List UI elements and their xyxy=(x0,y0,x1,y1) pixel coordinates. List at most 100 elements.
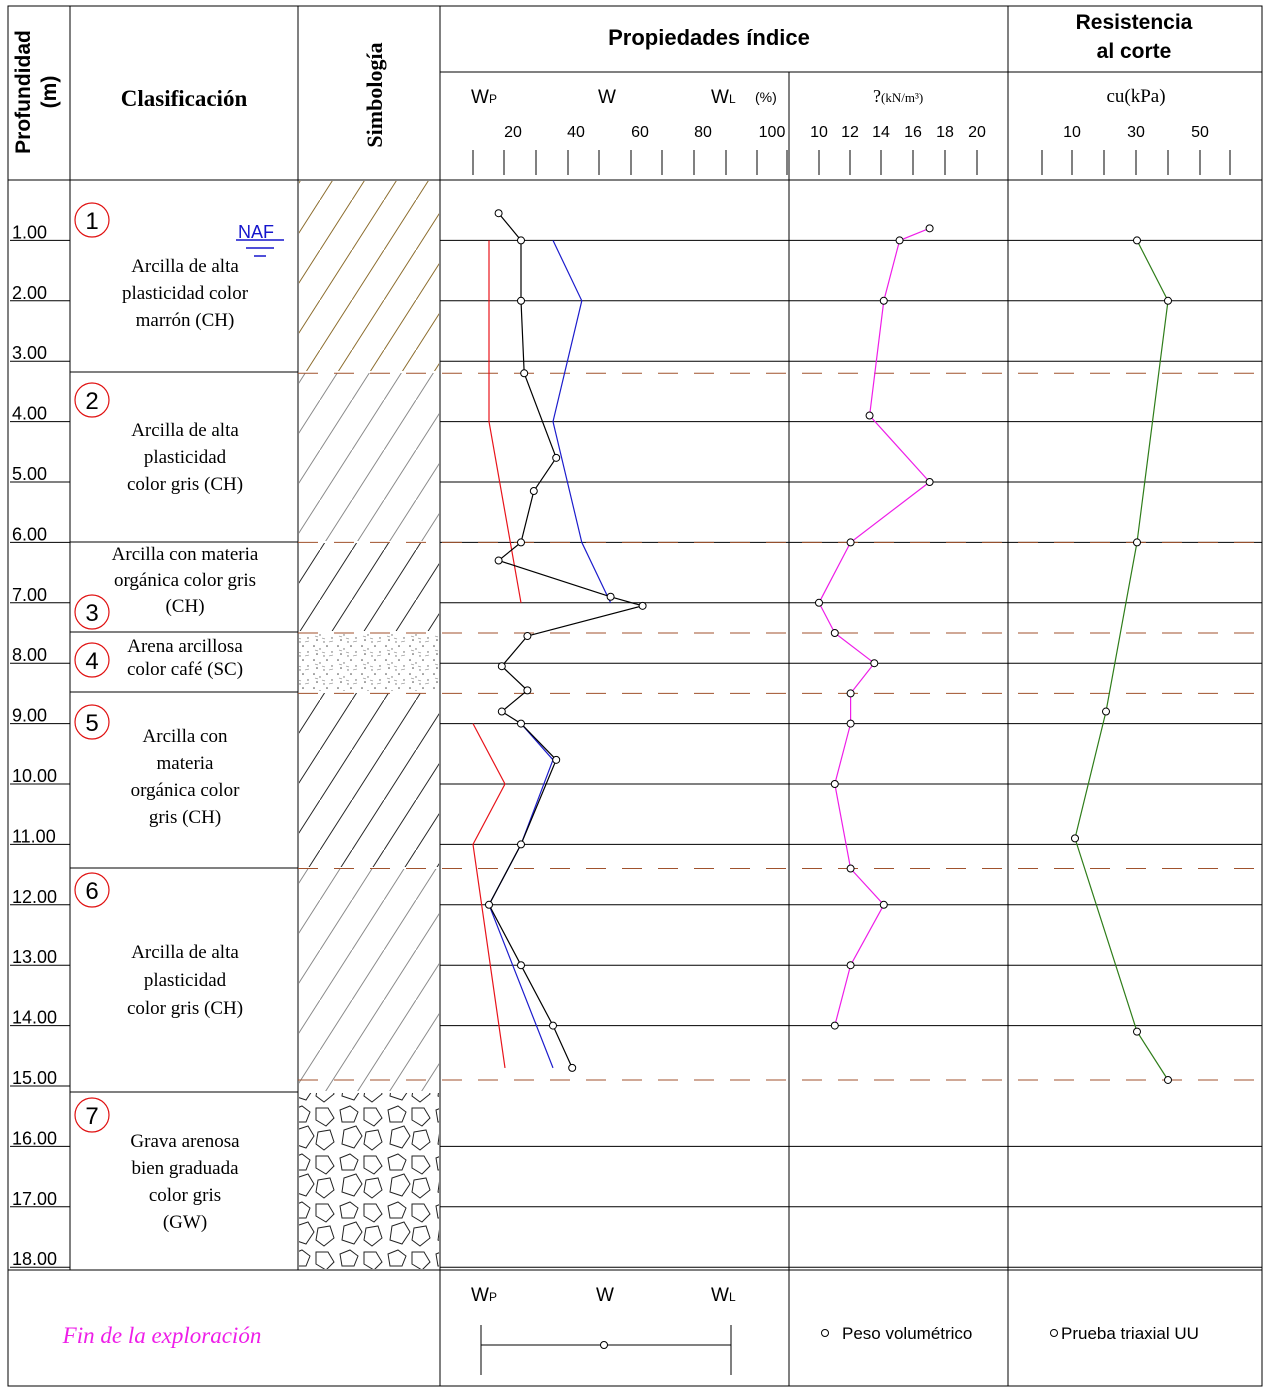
table-frame xyxy=(7,5,1263,1387)
depth-label: 15.00 xyxy=(12,1068,57,1088)
stratum-number: 1 xyxy=(85,208,98,235)
stratum-description: bien graduada xyxy=(131,1158,239,1179)
depth-label: 7.00 xyxy=(12,585,47,605)
legend-w-label: W xyxy=(596,1285,614,1306)
cu-data-point xyxy=(1133,1027,1141,1036)
strata-column: 1.00 2.00 3.00 4.00 5.00 6.00 7.00 8.00 9.00 10.0… xyxy=(10,181,439,1269)
legend-cu-marker xyxy=(1050,1329,1058,1337)
stratum-description: plasticidad xyxy=(144,970,227,991)
stratum-number: 6 xyxy=(85,878,98,905)
stratum-pattern xyxy=(299,869,439,1091)
wl-series-line xyxy=(552,240,612,604)
percent-label: (%) xyxy=(755,89,777,105)
stratum-number: 3 xyxy=(85,600,98,627)
index-properties-header: Propiedades índice xyxy=(608,25,810,50)
unit-weight-data-point xyxy=(830,629,839,637)
depth-header-unit: (m) xyxy=(38,76,61,109)
depth-label: 2.00 xyxy=(12,283,47,303)
plots xyxy=(298,209,1262,1268)
depth-label: 11.00 xyxy=(12,826,56,846)
depth-label: 12.00 xyxy=(12,887,57,907)
w-data-point xyxy=(497,662,506,671)
cu-data-point xyxy=(1133,236,1141,245)
wp-series-line xyxy=(488,240,522,603)
unit-weight-data-point xyxy=(865,411,874,420)
w-data-point xyxy=(568,1063,577,1072)
depth-label: 10.00 xyxy=(12,766,57,786)
moisture-tick-label: 40 xyxy=(567,124,585,141)
depth-label: 3.00 xyxy=(12,343,47,363)
unit-weight-tick-label: 16 xyxy=(904,124,922,141)
stratum-number: 7 xyxy=(85,1103,98,1130)
w-data-point xyxy=(494,556,503,565)
w-data-point xyxy=(517,296,525,305)
unit-weight-data-point xyxy=(846,689,855,698)
stratum-number: 5 xyxy=(85,710,98,737)
stratum-description: Arcilla con xyxy=(143,726,228,747)
stratum-pattern xyxy=(299,543,439,631)
wl-series-line xyxy=(488,723,554,1069)
w-series-line xyxy=(488,212,645,1069)
stratum-description: Grava arenosa xyxy=(130,1131,240,1152)
depth-label: 6.00 xyxy=(12,524,47,544)
w-data-point xyxy=(517,961,525,970)
stratum-pattern xyxy=(299,1093,439,1269)
water-table-label: NAF xyxy=(238,222,274,242)
classification-header: Clasificación xyxy=(121,86,248,111)
depth-label: 17.00 xyxy=(12,1189,57,1209)
unit-weight-data-point xyxy=(895,236,904,245)
stratum-description: color café (SC) xyxy=(127,659,243,680)
cu-tick-label: 10 xyxy=(1063,124,1081,141)
w-data-point xyxy=(517,236,525,245)
wl-header-label: WL xyxy=(711,87,736,108)
unit-weight-tick-label: 20 xyxy=(968,124,986,141)
unit-weight-data-point xyxy=(846,961,855,970)
unit-weight-data-point xyxy=(925,224,934,233)
w-data-point xyxy=(638,601,647,610)
depth-label: 16.00 xyxy=(12,1128,57,1148)
footer-legend: Fin de la exploración WP W WL Peso volumétri… xyxy=(62,1285,1199,1375)
legend-w-marker xyxy=(600,1341,608,1349)
column-headers: Profundidad (m) Clasificación Simbología Pro… xyxy=(12,11,1231,175)
stratum-number-circle xyxy=(74,1097,110,1133)
stratum-description: marrón (CH) xyxy=(136,310,235,331)
cu-data-point xyxy=(1164,296,1172,305)
legend-wl-label: WL xyxy=(711,1285,736,1306)
w-data-point xyxy=(517,719,525,728)
stratum-description: Arcilla con materia xyxy=(112,544,259,565)
stratum-description: color gris xyxy=(149,1185,221,1206)
unit-weight-series-line xyxy=(818,227,931,1026)
stratum-number-circle xyxy=(74,382,110,418)
stratum-description: Arcilla de alta xyxy=(131,256,239,277)
depth-label: 13.00 xyxy=(12,947,57,967)
w-data-point xyxy=(549,1021,557,1030)
wp-series-line xyxy=(472,723,506,1068)
stratum-number: 4 xyxy=(85,648,98,675)
stratum-number-circle xyxy=(74,872,110,908)
depth-label: 18.00 xyxy=(12,1249,57,1269)
wp-header-label: WP xyxy=(471,87,497,108)
depth-label: 14.00 xyxy=(12,1008,57,1028)
unit-weight-data-point xyxy=(846,864,855,873)
unit-weight-data-point xyxy=(870,659,879,668)
stratum-number: 2 xyxy=(85,388,98,415)
w-data-point xyxy=(485,900,493,909)
shear-header-line2: al corte xyxy=(1097,40,1172,63)
stratum-number-circle xyxy=(74,202,110,238)
stratum-description: Arena arcillosa xyxy=(127,636,243,657)
stratum-description: plasticidad color xyxy=(122,283,249,304)
cu-data-point xyxy=(1071,834,1079,843)
stratum-description: gris (CH) xyxy=(149,807,221,828)
depth-label: 9.00 xyxy=(12,706,47,726)
moisture-tick-label: 80 xyxy=(694,124,712,141)
unit-weight-data-point xyxy=(830,780,839,788)
stratum-description: (GW) xyxy=(163,1212,207,1233)
unit-weight-data-point xyxy=(846,538,855,547)
cu-data-point xyxy=(1133,538,1141,547)
w-data-point xyxy=(552,453,561,462)
moisture-tick-label: 20 xyxy=(504,124,522,141)
cu-data-point xyxy=(1164,1075,1172,1084)
stratum-pattern xyxy=(299,633,439,691)
depth-label: 1.00 xyxy=(12,222,47,242)
